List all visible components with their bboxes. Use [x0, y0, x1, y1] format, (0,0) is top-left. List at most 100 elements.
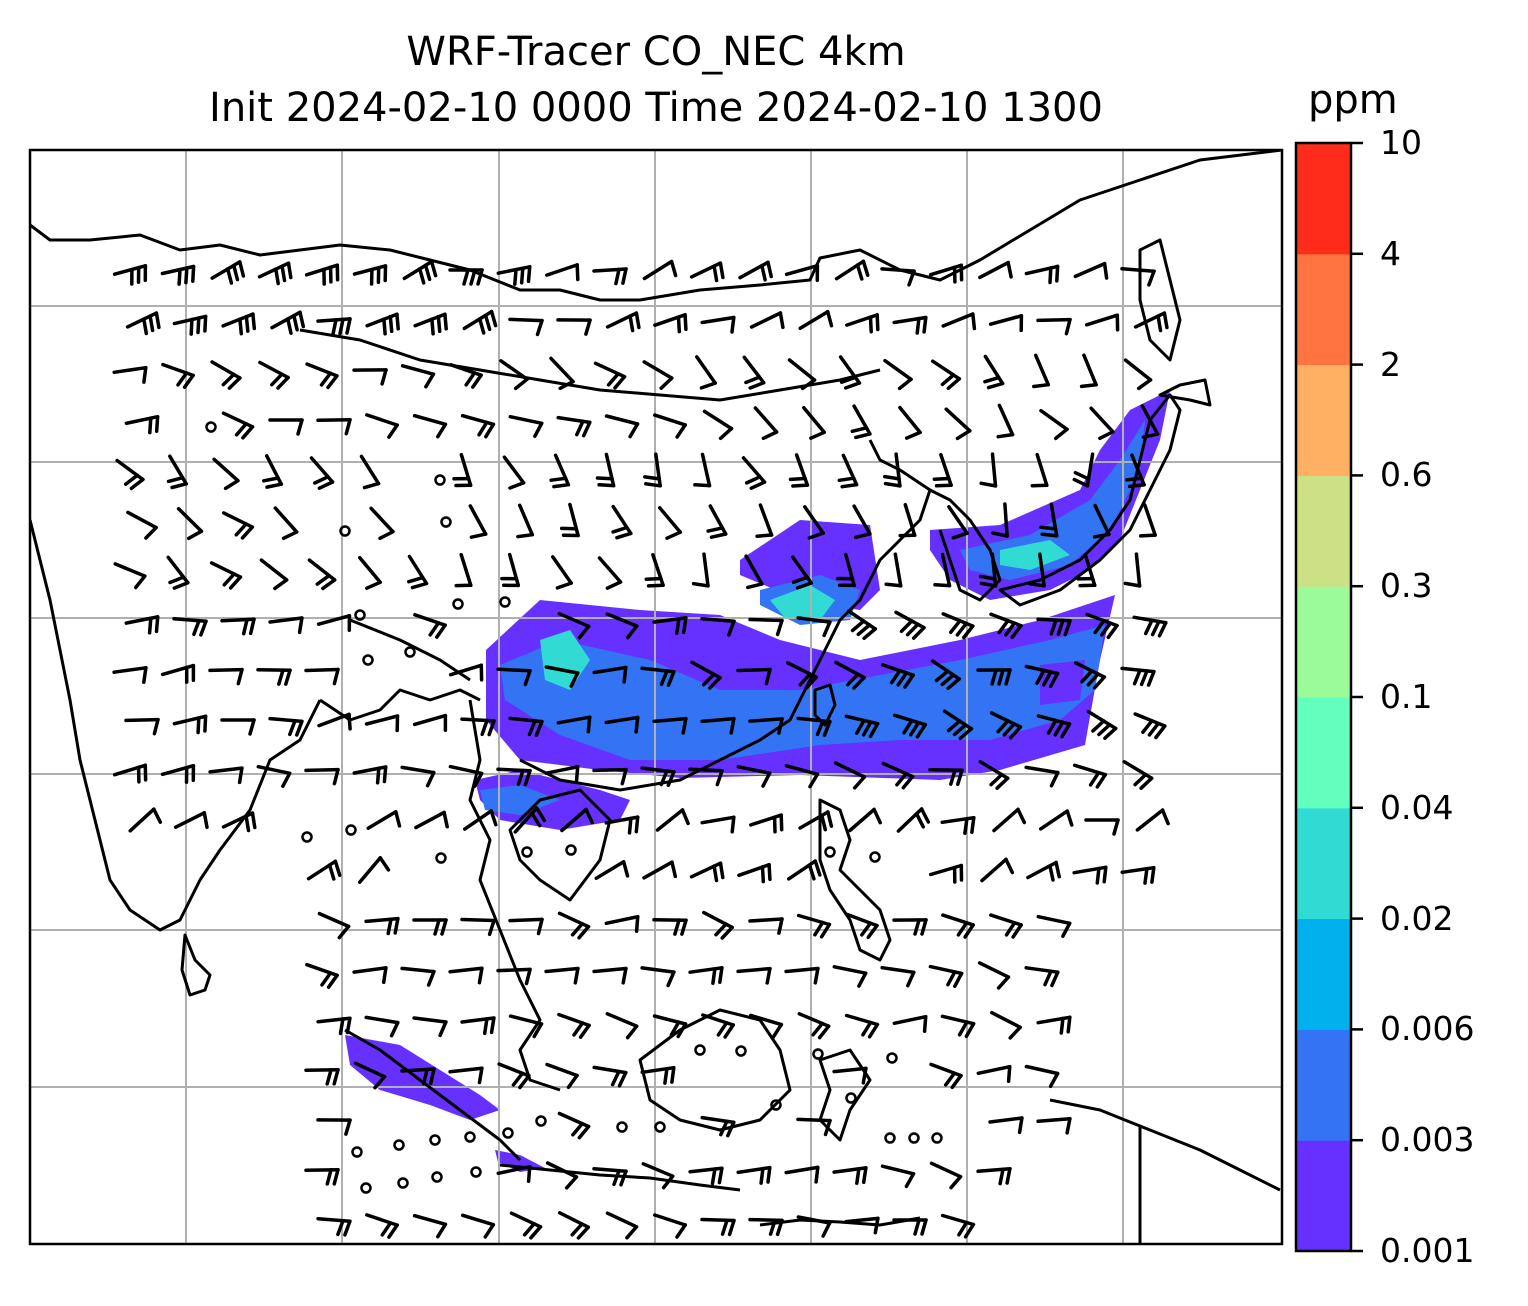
wind-barb [1084, 313, 1120, 327]
coast-india [30, 519, 322, 932]
wind-barb-feather [723, 1023, 735, 1039]
wind-barb-feather [238, 260, 246, 278]
wind-barb-feather [922, 315, 928, 334]
wind-barb-feather [628, 422, 640, 439]
colorbar-segment [1296, 586, 1351, 698]
wind-barb [210, 360, 242, 380]
wind-barb-feather [855, 1167, 861, 1185]
wind-barb-feather [166, 475, 185, 484]
calm-marker [565, 844, 577, 856]
wind-barb [1024, 264, 1060, 276]
plume-cyan-patch [770, 585, 835, 620]
wind-barb-feather [821, 1221, 832, 1238]
wind-barb [1036, 914, 1072, 926]
wind-barb-feather [295, 719, 304, 737]
wind-barb-feather [189, 317, 194, 336]
wind-barb-feather [850, 426, 869, 434]
wind-barb [592, 665, 628, 675]
wind-barb-feather [170, 482, 188, 490]
wind-barb-feather [986, 381, 1005, 390]
wind-barb-feather [1150, 619, 1161, 637]
wind-barb-feather [347, 712, 352, 731]
wind-barb [365, 1213, 399, 1227]
wind-barb-feather [1006, 260, 1013, 279]
wind-barb [928, 863, 964, 877]
wind-barb [1024, 966, 1060, 974]
wind-barb [1036, 317, 1072, 323]
wind-barb-feather [508, 481, 526, 490]
wind-barb-feather [940, 373, 956, 387]
wind-barb [1089, 406, 1115, 434]
wind-barb-feather [1095, 866, 1101, 885]
coast-sakhalin [1138, 238, 1182, 362]
wind-barb [736, 1165, 772, 1175]
wind-barb-feather [410, 581, 429, 590]
wind-barb [592, 267, 628, 273]
wind-barb-feather [142, 666, 148, 684]
wind-barb [1120, 267, 1156, 273]
wind-barb [359, 454, 381, 486]
wind-barb-feather [808, 772, 820, 789]
wind-barb-feather [1066, 1015, 1072, 1034]
wind-barb [560, 807, 588, 833]
coast-mongolia-border [299, 328, 881, 402]
wind-barb [496, 967, 532, 973]
wind-barb-feather [615, 531, 633, 540]
wind-barb-feather [1048, 1071, 1060, 1089]
wind-barb [796, 1215, 832, 1225]
wind-barb [568, 502, 580, 538]
wind-barb-feather [442, 810, 449, 829]
wind-barb [928, 964, 964, 976]
wind-barb-feather [861, 1066, 868, 1085]
wind-barb-feather [577, 624, 591, 640]
wind-barb-feather [182, 373, 195, 389]
wind-barb [1035, 452, 1049, 488]
wind-barb-feather [325, 1068, 333, 1086]
wind-barb-feather [572, 1021, 585, 1037]
calm-marker [654, 1121, 666, 1133]
wind-barb-feather [905, 622, 920, 637]
wind-barb [549, 356, 575, 384]
wind-barb-feather [595, 476, 614, 481]
wind-barb-feather [934, 483, 953, 488]
wind-barb-feather [336, 1218, 345, 1237]
wind-barb [604, 414, 640, 426]
wind-barb-feather [817, 1024, 831, 1040]
wind-barb-feather [533, 421, 544, 438]
wind-barb-feather [473, 771, 484, 788]
map-title-line1: WRF-Tracer CO_NEC 4km [406, 29, 906, 75]
wind-barb-feather [922, 1014, 928, 1034]
wind-barb [496, 667, 532, 673]
colorbar-segment [1296, 475, 1351, 587]
wind-barb-feather [634, 914, 640, 933]
wind-barb [317, 712, 351, 728]
wind-barb-feather [1061, 921, 1072, 938]
colorbar-segment [1296, 1140, 1351, 1252]
wind-barb-feather [946, 677, 962, 691]
wind-barb-feather [1016, 807, 1027, 825]
wind-barb [744, 554, 764, 586]
wind-barb-feather [1003, 621, 1017, 637]
wind-barb [172, 617, 208, 623]
wind-barb-feather [574, 765, 580, 784]
wind-barb-feather [904, 1172, 916, 1189]
wind-barb-feather [717, 1166, 724, 1185]
wind-barb-feather [920, 918, 928, 936]
wind-barb-feather [319, 371, 333, 387]
wind-barb-feather [901, 774, 915, 790]
wind-barb-feather [701, 672, 716, 687]
wind-barb-feather [775, 618, 784, 637]
wind-barb-feather [274, 267, 280, 286]
wind-barb-feather [691, 581, 710, 588]
wind-barb-feather [727, 1218, 736, 1237]
calm-marker [339, 525, 351, 537]
wind-barb-feather [820, 813, 828, 832]
wind-barb [115, 458, 145, 482]
wind-barb-feather [621, 860, 630, 878]
wind-barb-feather [866, 923, 879, 940]
wind-barb-feather [1053, 427, 1069, 441]
wind-barb-feather [1098, 430, 1115, 441]
wind-barb [749, 311, 783, 329]
wind-barb-feather [534, 719, 544, 737]
wind-barb [605, 1012, 639, 1028]
